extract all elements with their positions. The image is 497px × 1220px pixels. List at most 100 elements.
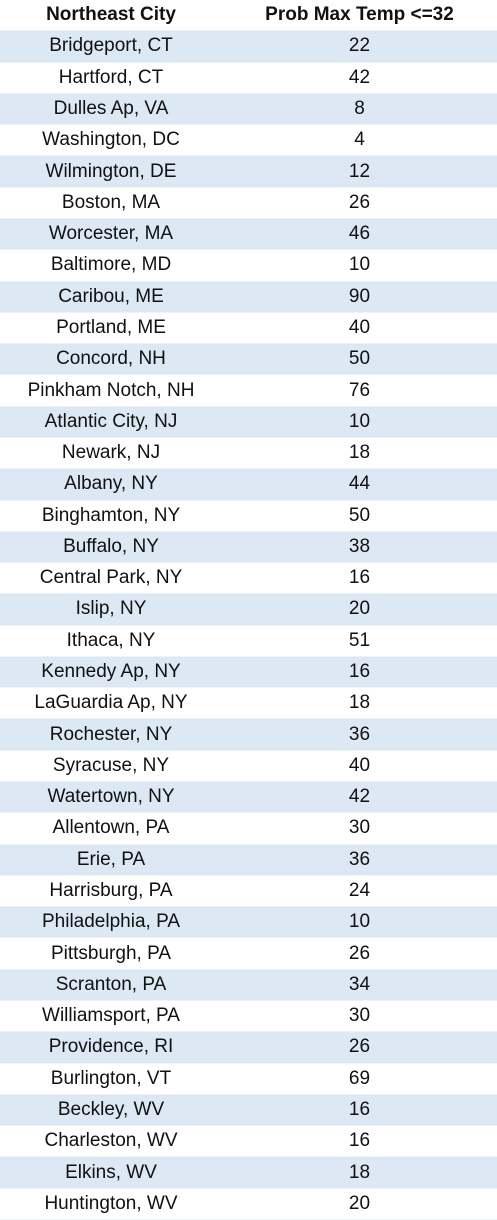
table-row: Allentown, PA 30 [0,813,497,845]
city-cell: Caribou, ME [58,285,164,307]
table-row: Buffalo, NY 38 [0,531,497,564]
prob-cell: 20 [348,1192,371,1214]
prob-cell: 10 [348,254,371,276]
prob-cell: 10 [348,410,371,432]
city-cell: Allentown, PA [52,817,170,839]
prob-cell: 46 [348,223,371,245]
table-row: Beckley, WV 16 [0,1094,497,1127]
table-row: Huntington, WV 20 [0,1189,497,1220]
city-cell: Washington, DC [42,129,180,151]
table-row: Harrisburg, PA 24 [0,876,497,908]
table-row: Concord, NH 50 [0,344,497,376]
city-cell: Bridgeport, CT [49,35,173,57]
prob-cell: 69 [348,1067,371,1089]
prob-cell: 36 [348,848,371,870]
city-cell: Rochester, NY [49,723,173,745]
table-row: Burlington, VT 69 [0,1064,497,1095]
city-cell: Huntington, WV [44,1192,178,1214]
prob-cell: 44 [348,473,371,495]
table-row: Atlantic City, NJ 10 [0,406,497,438]
table-row: Dulles Ap, VA 8 [0,93,497,126]
city-cell: Philadelphia, PA [41,911,181,933]
table-row: Syracuse, NY 40 [0,751,497,783]
prob-cell: 16 [348,567,371,589]
prob-cell: 76 [348,379,371,401]
header-row: Northeast City Prob Max Temp <=32 [0,0,497,32]
table-row: Bridgeport, CT 22 [0,31,497,63]
prob-cell: 10 [348,911,371,933]
prob-cell: 42 [348,786,371,808]
city-cell: Elkins, WV [65,1161,157,1183]
table-row: Ithaca, NY 51 [0,626,497,657]
city-cell: LaGuardia Ap, NY [34,692,188,714]
table-row: Watertown, NY 42 [0,782,497,814]
city-cell: Beckley, WV [57,1098,165,1120]
city-cell: Scranton, PA [55,973,167,995]
city-cell: Pittsburgh, PA [50,942,172,964]
city-cell: Burlington, VT [50,1067,172,1089]
prob-cell: 40 [348,754,371,776]
city-cell: Kennedy Ap, NY [41,661,181,683]
city-cell: Concord, NH [56,348,166,370]
prob-cell: 18 [348,692,371,714]
table-row: Worcester, MA 46 [0,218,497,251]
prob-cell: 20 [348,598,371,620]
prob-cell: 38 [348,535,371,557]
table-row: Providence, RI 26 [0,1032,497,1064]
table-row: Hartford, CT 42 [0,63,497,94]
table-row: Philadelphia, PA 10 [0,907,497,939]
prob-cell: 30 [348,817,371,839]
prob-cell: 26 [348,942,371,964]
table-row: Charleston, WV 16 [0,1126,497,1158]
prob-cell: 16 [348,1130,371,1152]
table-row: Islip, NY 20 [0,594,497,626]
prob-cell: 22 [348,35,371,57]
city-cell: Newark, NJ [61,442,161,464]
city-cell: Islip, NY [75,598,147,620]
city-cell: Central Park, NY [39,567,183,589]
table-row: Binghamton, NY 50 [0,501,497,532]
table-row: Baltimore, MD 10 [0,250,497,282]
table-row: Pinkham Notch, NH 76 [0,375,497,407]
table-row: Kennedy Ap, NY 16 [0,656,497,689]
prob-cell: 12 [348,160,371,182]
table-row: Central Park, NY 16 [0,563,497,595]
table-row: Newark, NJ 18 [0,438,497,470]
table-row: Elkins, WV 18 [0,1157,497,1189]
table-row: Caribou, ME 90 [0,281,497,313]
city-cell: Atlantic City, NJ [44,410,178,432]
table-row: Pittsburgh, PA 26 [0,938,497,970]
city-cell: Boston, MA [61,191,161,213]
prob-cell: 24 [348,880,371,902]
table-row: Wilmington, DE 12 [0,156,497,188]
city-cell: Erie, PA [76,848,146,870]
table-row: LaGuardia Ap, NY 18 [0,688,497,720]
prob-cell: 16 [348,1098,371,1120]
city-cell: Baltimore, MD [50,254,172,276]
header-cell: Northeast City [46,4,176,26]
prob-cell: 4 [354,129,365,151]
city-cell: Watertown, NY [47,786,175,808]
table-row: Albany, NY 44 [0,469,497,501]
prob-cell: 34 [348,973,371,995]
city-cell: Buffalo, NY [63,535,159,557]
city-cell: Portland, ME [56,316,166,338]
city-cell: Charleston, WV [44,1130,178,1152]
city-cell: Hartford, CT [58,66,164,88]
city-cell: Wilmington, DE [45,160,177,182]
table-row: Rochester, NY 36 [0,719,497,751]
city-cell: Pinkham Notch, NH [27,379,195,401]
prob-cell: 36 [348,723,371,745]
city-cell: Worcester, MA [48,223,174,245]
prob-cell: 42 [348,66,371,88]
prob-cell: 40 [348,316,371,338]
table-row: Portland, ME 40 [0,313,497,345]
city-cell: Syracuse, NY [52,754,170,776]
city-cell: Binghamton, NY [41,504,181,526]
prob-cell: 8 [354,97,365,119]
prob-cell: 26 [348,191,371,213]
header-cell: Prob Max Temp <=32 [265,4,454,26]
prob-cell: 26 [348,1036,371,1058]
prob-cell: 50 [348,348,371,370]
